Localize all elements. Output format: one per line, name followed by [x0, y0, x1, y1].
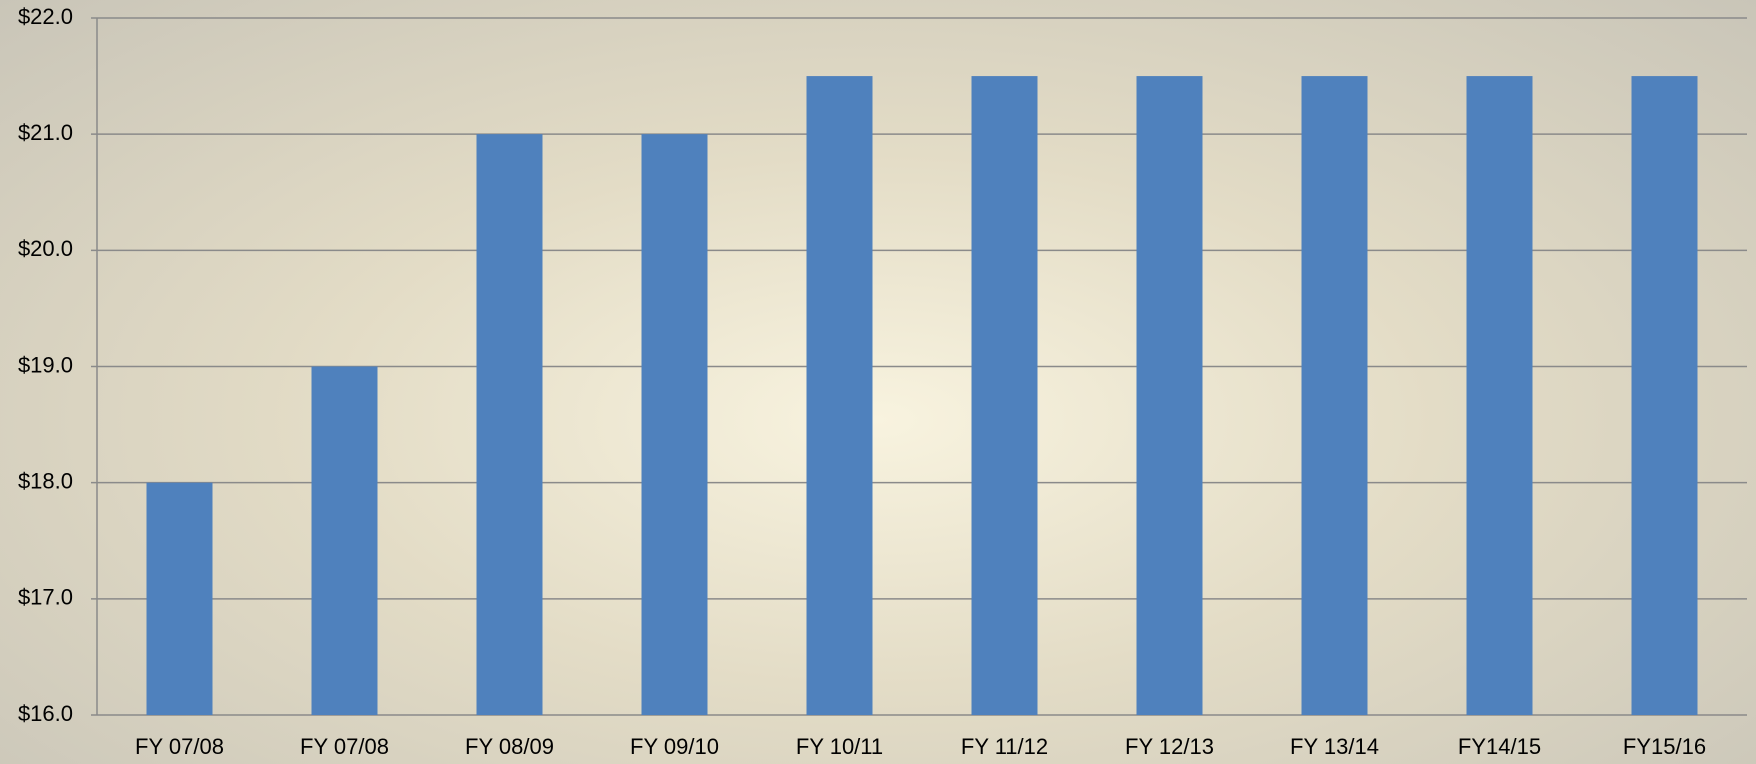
x-tick-label: FY 09/10 [630, 734, 719, 759]
y-tick-label: $21.0 [18, 120, 73, 145]
y-tick-label: $22.0 [18, 4, 73, 29]
y-tick-label: $19.0 [18, 352, 73, 377]
bar [311, 366, 378, 715]
x-tick-label: FY 07/08 [300, 734, 389, 759]
bar [1136, 76, 1203, 716]
bar [1466, 76, 1533, 716]
bar [806, 76, 873, 716]
x-tick-label: FY15/16 [1623, 734, 1706, 759]
x-tick-label: FY 12/13 [1125, 734, 1214, 759]
x-tick-label: FY 10/11 [796, 734, 883, 759]
x-tick-label: FY14/15 [1458, 734, 1541, 759]
x-tick-label: FY 11/12 [961, 734, 1048, 759]
bar [146, 482, 213, 715]
bar [971, 76, 1038, 716]
bar [476, 134, 543, 715]
x-tick-label: FY 07/08 [135, 734, 224, 759]
y-tick-label: $16.0 [18, 701, 73, 726]
x-tick-label: FY 13/14 [1290, 734, 1379, 759]
bar [1301, 76, 1368, 716]
y-tick-label: $18.0 [18, 468, 73, 493]
y-tick-label: $20.0 [18, 236, 73, 261]
bar [641, 134, 708, 715]
x-tick-label: FY 08/09 [465, 734, 554, 759]
bar [1631, 76, 1698, 716]
y-tick-label: $17.0 [18, 585, 73, 610]
